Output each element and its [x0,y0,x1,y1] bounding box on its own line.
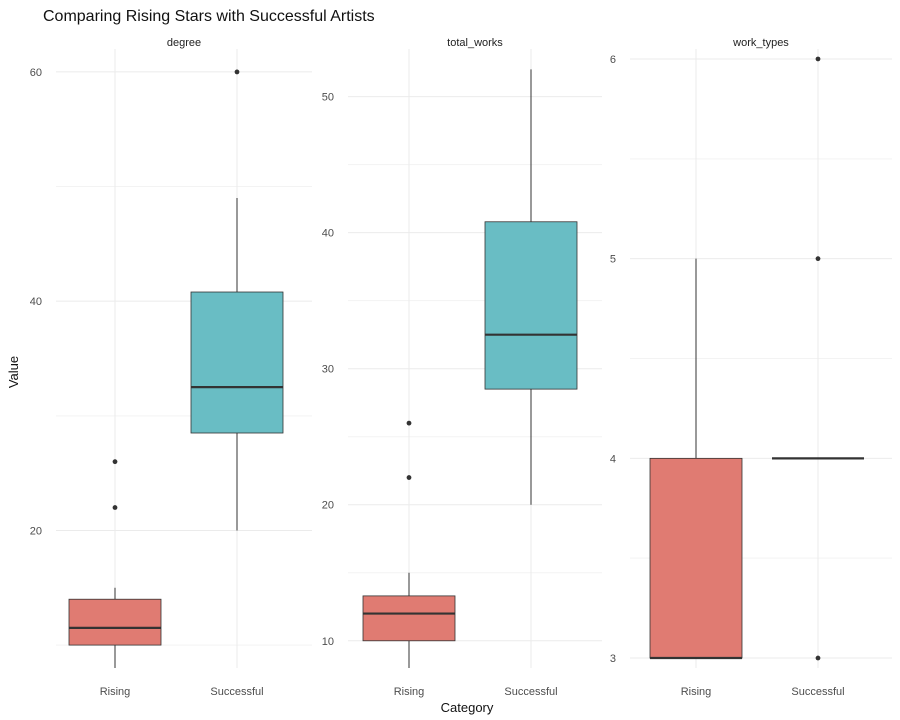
x-tick-label: Rising [681,686,712,698]
box-successful [772,56,864,661]
facet-label: degree [167,37,201,49]
box-body [68,598,162,646]
outlier-point [815,256,821,262]
box-successful [190,69,284,531]
y-tick-label: 5 [610,254,616,266]
y-tick-label: 20 [322,500,334,512]
y-tick-label: 20 [30,525,42,537]
box-rising [68,459,162,668]
facet-label: work_types [732,37,789,49]
outlier-point [112,459,118,465]
outlier-point [815,56,821,62]
y-tick-label: 4 [610,453,616,465]
x-tick-label: Successful [504,686,557,698]
y-tick-label: 6 [610,54,616,66]
outlier-point [406,420,412,426]
y-tick-label: 60 [30,67,42,79]
facets-group: degree 20 40 60 Rising Successful total_works 1… [30,37,892,698]
x-tick-label: Rising [394,686,425,698]
box-rising [362,420,456,668]
y-tick-label: 50 [322,92,334,104]
facet-label: total_works [447,37,503,49]
outlier-point [112,505,118,510]
box-body [649,457,743,659]
y-axis-title: Value [6,356,21,388]
x-tick-label: Successful [791,686,844,698]
facet-panel-total_works: total_works 10 20 30 40 50 Rising Successful [322,37,602,698]
box-body [362,595,456,642]
chart-title: Comparing Rising Stars with Successful A… [43,8,375,25]
box-body [484,221,578,390]
x-tick-label: Successful [210,686,263,698]
y-tick-label: 10 [322,636,334,648]
box-body [190,291,284,434]
x-axis-title: Category [441,700,494,715]
y-tick-label: 30 [322,364,334,376]
outlier-point [234,69,240,75]
x-tick-label: Rising [100,686,131,698]
box-rising [649,258,743,660]
box-successful [484,69,578,505]
outlier-point [815,655,821,661]
facet-panel-work_types: work_types 3 4 5 6 Rising Successful [610,37,892,698]
outlier-point [406,475,412,480]
y-tick-label: 3 [610,653,616,665]
y-tick-label: 40 [322,228,334,240]
y-tick-label: 40 [30,296,42,308]
facet-panel-degree: degree 20 40 60 Rising Successful [30,37,312,698]
